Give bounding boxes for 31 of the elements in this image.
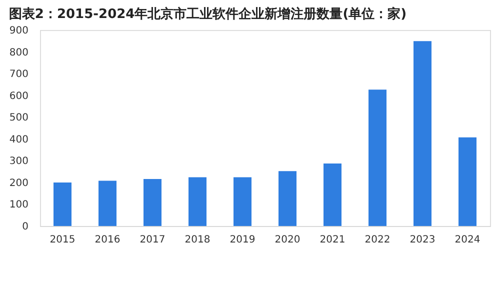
y-tick-label: 800 [9, 47, 28, 58]
chart-title: 图表2：2015-2024年北京市工业软件企业新增注册数量(单位：家) [8, 6, 407, 22]
y-tick-label: 300 [9, 156, 28, 168]
bar [458, 137, 476, 226]
y-tick-label: 400 [9, 134, 28, 146]
y-tick-label: 200 [9, 178, 28, 189]
y-tick-label: 100 [9, 200, 28, 211]
y-tick-label: 0 [22, 222, 28, 232]
bar [368, 90, 386, 226]
bar [144, 178, 162, 226]
bar [54, 182, 72, 226]
bar [414, 41, 432, 226]
bar [98, 180, 116, 226]
x-tick-label: 2021 [320, 234, 346, 246]
x-tick-label: 2022 [364, 234, 390, 246]
x-tick-label: 2015 [50, 234, 76, 246]
x-tick-label: 2019 [230, 234, 256, 246]
x-tick-label: 2024 [454, 234, 480, 246]
y-tick-label: 900 [9, 26, 28, 36]
bar [324, 164, 342, 226]
y-tick-label: 500 [9, 112, 28, 124]
x-tick-label: 2023 [410, 234, 436, 246]
x-tick-label: 2017 [140, 234, 166, 246]
bar [234, 177, 252, 226]
x-tick-label: 2018 [184, 234, 210, 246]
x-tick-label: 2016 [94, 234, 120, 246]
bar [188, 177, 206, 226]
y-tick-label: 700 [9, 69, 28, 80]
bar [278, 171, 296, 226]
x-tick-label: 2020 [274, 234, 300, 246]
y-tick-label: 600 [9, 90, 28, 102]
